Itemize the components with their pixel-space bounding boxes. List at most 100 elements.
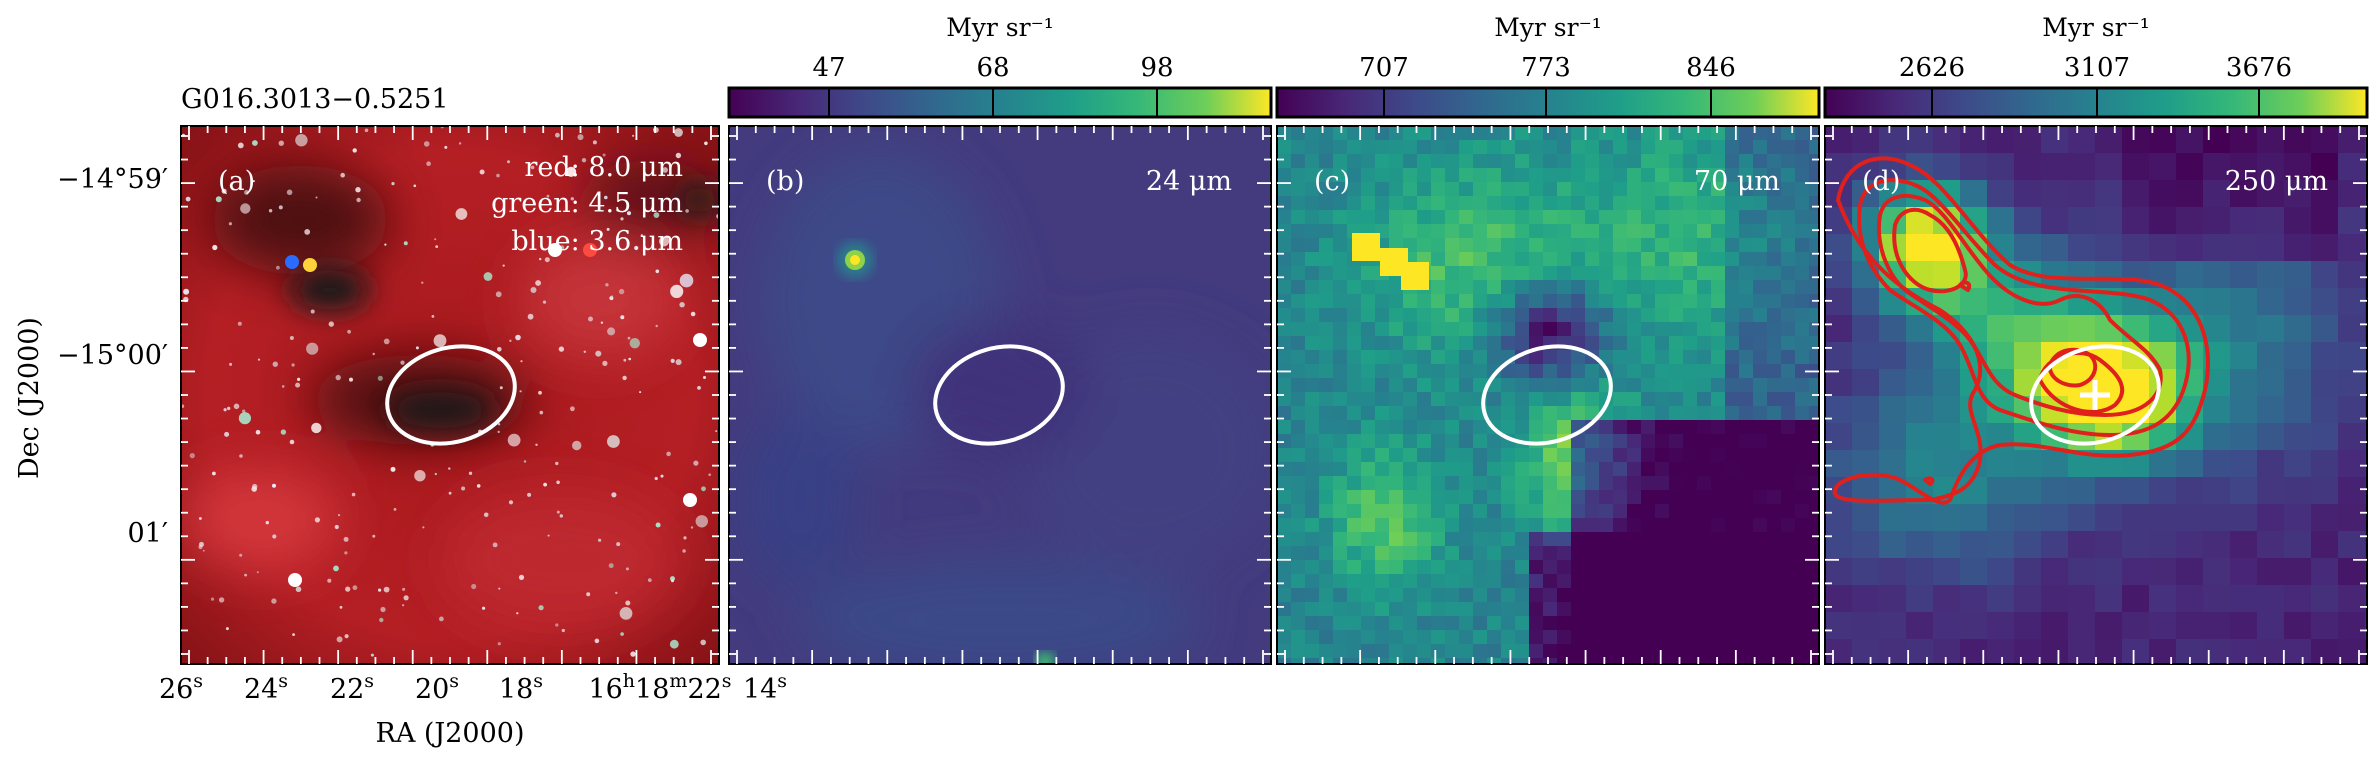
star-point	[620, 632, 624, 636]
star-point	[379, 617, 384, 623]
star-point	[271, 598, 277, 604]
star-point	[272, 483, 276, 488]
star-point	[337, 514, 341, 517]
star-point	[391, 182, 395, 186]
star-point	[272, 534, 277, 539]
aperture-ellipse-b	[933, 344, 1065, 446]
star-point	[616, 542, 621, 547]
dec-tick-label: 01′	[128, 518, 169, 549]
star-point	[183, 288, 190, 295]
star-point	[611, 492, 617, 498]
star-point	[516, 612, 519, 615]
star-point	[507, 160, 510, 164]
bright-star	[288, 573, 302, 587]
star-point	[610, 295, 613, 298]
bright-star	[548, 243, 562, 257]
star-point	[700, 639, 706, 646]
star-point	[674, 128, 683, 137]
star-point	[577, 134, 584, 141]
star-point	[244, 573, 248, 577]
star-point	[314, 517, 320, 523]
star-point	[679, 302, 685, 308]
star-point	[224, 431, 230, 437]
peak-cross-marker	[2080, 380, 2110, 410]
star-point	[349, 377, 353, 382]
aperture-ellipse-d	[2029, 344, 2161, 446]
star-point	[458, 142, 462, 145]
star-point	[344, 634, 349, 639]
star-point	[690, 311, 696, 317]
colorbar-c-tick: 773	[1521, 53, 1571, 83]
star-point	[483, 512, 489, 518]
star-point	[340, 172, 346, 178]
star-point	[520, 360, 523, 363]
star-point	[669, 639, 679, 649]
ra-tick-label: 26s	[159, 670, 203, 705]
star-point	[276, 265, 280, 270]
bright-pixel	[1352, 233, 1380, 261]
star-point	[383, 338, 390, 345]
star-point	[542, 300, 547, 304]
star-point	[634, 245, 639, 251]
star-point	[238, 412, 251, 425]
star-point	[509, 339, 512, 342]
star-point	[715, 430, 718, 433]
panel-a-legend-red: red: 8.0 μm	[524, 152, 683, 183]
star-point	[704, 141, 708, 146]
star-point	[592, 140, 597, 145]
star-point	[414, 470, 426, 482]
star-point	[295, 382, 301, 388]
colorbar-c-unit: Myr sr⁻¹	[1494, 13, 1602, 42]
star-point	[400, 360, 405, 365]
star-point	[570, 197, 574, 201]
star-point	[334, 524, 339, 530]
star-point	[344, 551, 348, 555]
star-point	[403, 595, 409, 601]
star-point	[255, 429, 261, 435]
star-point	[530, 287, 537, 293]
star-point	[372, 534, 376, 538]
star-point	[239, 553, 243, 557]
star-point	[598, 538, 602, 542]
star-point	[594, 638, 600, 644]
colorbar-c	[1275, 86, 1821, 119]
star-point	[221, 188, 227, 194]
star-point	[629, 338, 640, 349]
star-point	[627, 336, 631, 340]
star-point	[352, 148, 357, 153]
ra-tick-label: 22s	[330, 670, 374, 705]
colorbar-c-tick: 846	[1686, 53, 1736, 83]
axis-ticks	[181, 126, 2367, 664]
ra-tick-label: 20s	[415, 670, 459, 705]
bright-pixel	[1401, 262, 1429, 290]
dec-tick-label: −15°00′	[57, 340, 168, 371]
star-point	[502, 264, 505, 267]
star-point	[448, 491, 452, 495]
star-point	[559, 514, 563, 518]
star-point	[265, 520, 269, 525]
star-point	[625, 567, 629, 571]
star-point	[297, 377, 301, 381]
aperture-ellipse-c	[1481, 344, 1613, 446]
star-point	[682, 549, 686, 553]
star-point	[402, 587, 406, 591]
star-point	[602, 360, 608, 366]
star-point	[377, 375, 383, 381]
panel-b-tag: (b)	[766, 166, 804, 197]
star-point	[666, 451, 671, 457]
panel-c-tag: (c)	[1314, 166, 1350, 197]
star-point	[507, 433, 521, 447]
star-point	[479, 169, 485, 175]
colorbar-b-unit: Myr sr⁻¹	[946, 13, 1054, 42]
star-point	[364, 128, 369, 133]
star-point	[352, 585, 358, 591]
colorbar-b-tick: 47	[812, 53, 845, 83]
star-point	[697, 386, 701, 390]
star-point	[423, 141, 430, 147]
star-point	[370, 653, 374, 657]
star-point	[685, 209, 689, 213]
star-point	[415, 346, 419, 350]
star-point	[632, 134, 635, 137]
star-point	[655, 324, 658, 328]
